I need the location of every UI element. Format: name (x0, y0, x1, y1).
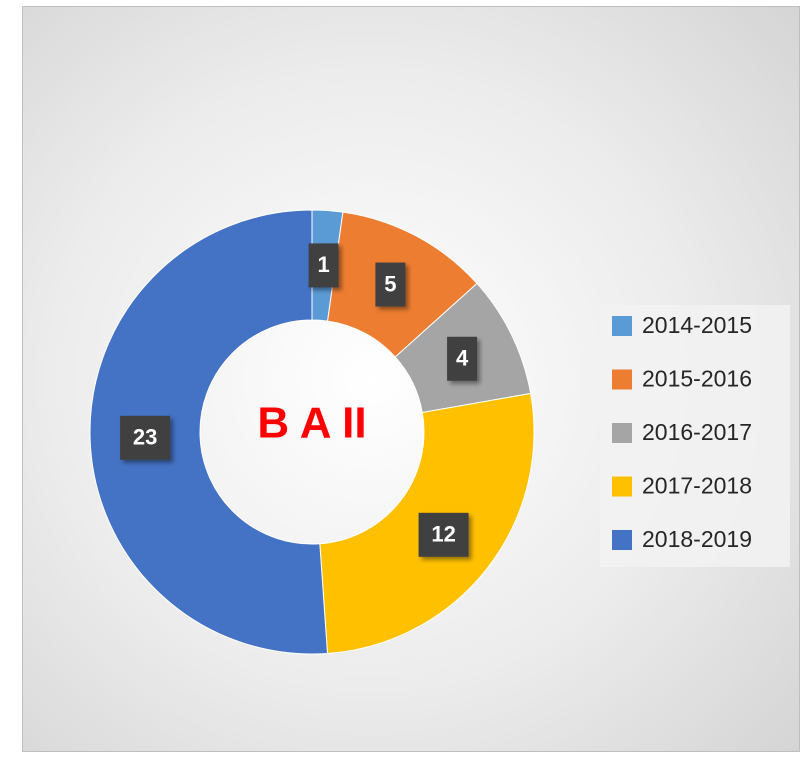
legend-swatch (612, 476, 632, 497)
data-label: 12 (431, 522, 455, 547)
legend-swatch (612, 316, 632, 336)
data-label: 23 (133, 425, 157, 450)
donut-segment (89, 209, 329, 655)
legend-swatch (612, 369, 632, 390)
legend-label: 2017-2018 (642, 473, 752, 499)
data-label: 4 (456, 346, 469, 371)
data-label: 1 (318, 252, 330, 277)
legend-swatch (612, 423, 632, 443)
legend-swatch (612, 530, 632, 550)
data-label-box (375, 262, 406, 307)
data-label-box (120, 415, 171, 460)
legend-label: 2018-2019 (642, 526, 752, 552)
data-label-box (447, 336, 478, 381)
legend-label: 2015-2016 (642, 366, 752, 392)
legend-label: 2016-2017 (642, 419, 752, 445)
data-label: 5 (384, 271, 396, 296)
data-label-box (308, 243, 339, 288)
legend-label: 2014-2015 (642, 312, 752, 338)
center-title: B A II (257, 399, 366, 448)
data-label-box (418, 512, 469, 557)
plot: 1 5 4 12 23 B A II 2014-2015 2015-2016 2016-2017… (89, 209, 752, 655)
